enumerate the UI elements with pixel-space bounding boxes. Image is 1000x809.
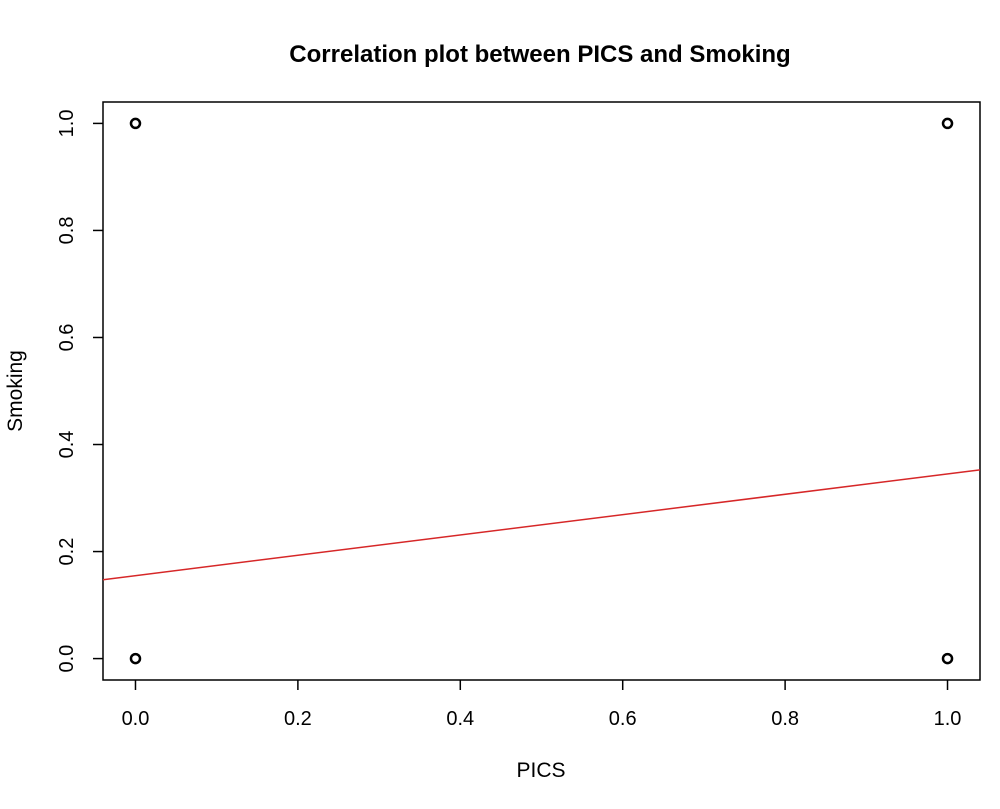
x-tick-label: 0.4	[446, 708, 474, 730]
data-point	[941, 117, 954, 130]
x-tick-label: 0.2	[284, 708, 312, 730]
chart-title: Correlation plot between PICS and Smokin…	[289, 41, 790, 68]
y-axis: 0.0 0.2 0.4 0.6 0.8 1.0	[56, 110, 103, 673]
y-tick-label: 0.6	[56, 324, 78, 352]
y-tick-label: 0.2	[56, 538, 78, 566]
x-axis-label: PICS	[516, 759, 565, 782]
x-axis: 0.0 0.2 0.4 0.6 0.8 1.0	[122, 680, 962, 730]
points-layer	[129, 117, 954, 665]
fit-layer	[102, 469, 981, 581]
y-tick-label: 0.0	[56, 645, 78, 673]
plot-frame	[102, 101, 981, 681]
x-tick-label: 0.8	[771, 708, 799, 730]
regression-line	[102, 469, 981, 581]
x-tick-label: 0.6	[609, 708, 637, 730]
data-point	[941, 652, 954, 665]
x-tick-label: 1.0	[934, 708, 962, 730]
y-axis-label: Smoking	[4, 350, 27, 432]
x-tick-label: 0.0	[122, 708, 150, 730]
y-tick-label: 0.4	[56, 431, 78, 459]
y-tick-label: 0.8	[56, 217, 78, 245]
data-point	[129, 652, 142, 665]
y-tick-label: 1.0	[56, 110, 78, 138]
data-point	[129, 117, 142, 130]
